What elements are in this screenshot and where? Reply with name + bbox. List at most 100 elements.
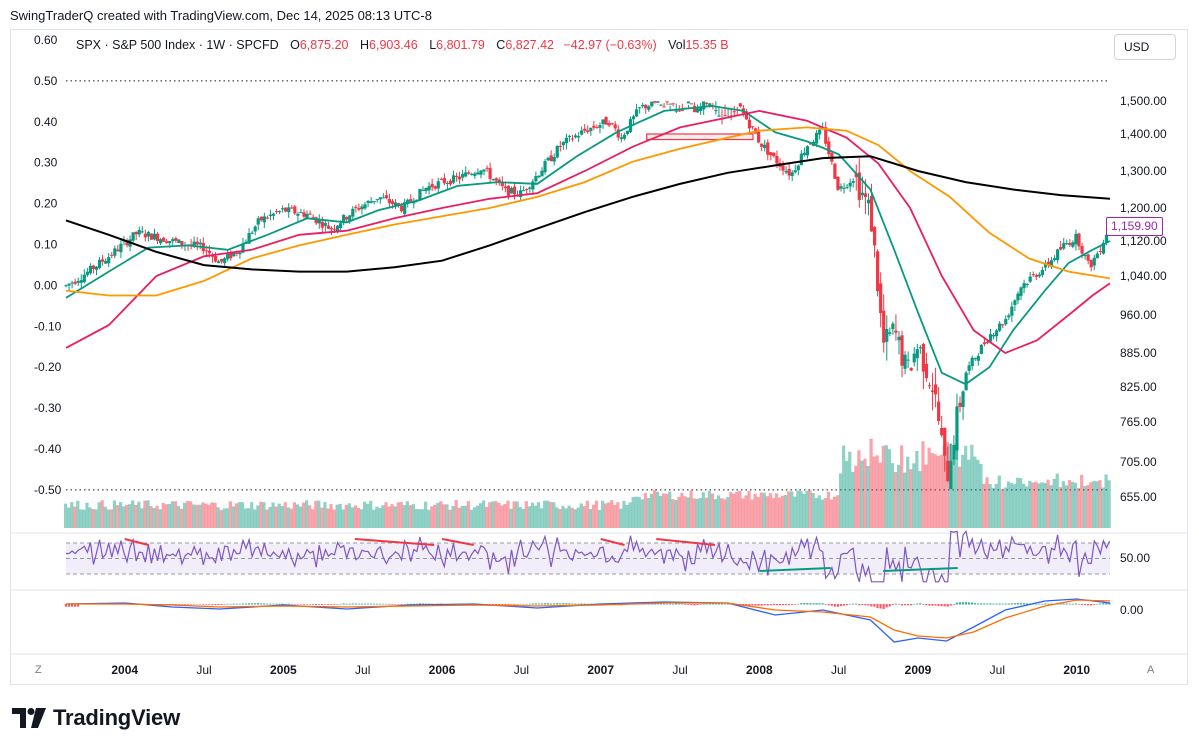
volume-bar	[353, 505, 358, 528]
candle-body	[259, 216, 263, 221]
macd-histogram-bar	[760, 604, 763, 606]
macd-histogram-bar	[1004, 603, 1007, 605]
volume-bar	[835, 495, 840, 528]
candle-body	[119, 243, 123, 253]
candle-body	[433, 186, 437, 189]
candle-body	[162, 237, 166, 242]
macd-histogram-bar	[687, 604, 690, 605]
macd-histogram-bar	[562, 603, 565, 605]
volume-bar	[1064, 485, 1068, 528]
volume-bar	[869, 438, 873, 528]
volume-bar	[997, 475, 1001, 528]
volume-bar	[1073, 482, 1078, 528]
volume-bar	[903, 472, 907, 528]
price-axis-tick: 705.00	[1120, 455, 1157, 469]
candle-body	[674, 110, 678, 112]
candle-body	[323, 223, 327, 226]
legend-symbol[interactable]: SPX · S&P 500 Index · 1W · SPCFD	[76, 38, 279, 52]
macd-histogram-bar	[318, 604, 321, 605]
macd-histogram-bar	[229, 603, 232, 605]
candle-body	[872, 226, 877, 246]
candle-body	[885, 328, 889, 342]
macd-histogram-bar	[302, 604, 305, 605]
volume-bar	[695, 499, 699, 528]
volume-bar	[640, 499, 644, 528]
candle-body	[143, 233, 147, 238]
volume-bar	[363, 501, 367, 528]
price-axis-tick: 655.00	[1120, 490, 1157, 504]
candle-body	[723, 114, 727, 116]
volume-bar	[64, 503, 68, 528]
macd-histogram-bar	[690, 604, 693, 606]
candle-body	[476, 172, 480, 175]
macd-histogram-bar	[519, 603, 522, 605]
macd-histogram-bar	[177, 604, 180, 605]
macd-histogram-bar	[952, 604, 955, 605]
volume-bar	[176, 505, 181, 528]
candle-body	[662, 106, 666, 108]
candle-body	[125, 240, 129, 246]
auto-scale-button[interactable]: A	[1147, 664, 1155, 676]
currency-button[interactable]: USD	[1114, 34, 1176, 60]
macd-histogram-bar	[250, 603, 254, 605]
macd-histogram-bar	[827, 604, 830, 606]
candle-body	[311, 217, 315, 219]
time-axis-label: Jul	[831, 663, 846, 677]
candle-body	[88, 265, 93, 274]
volume-bar	[1080, 474, 1084, 528]
chart-credit: SwingTraderQ created with TradingView.co…	[10, 8, 432, 23]
candle-body	[787, 168, 791, 176]
volume-bar	[1006, 481, 1011, 528]
candle-body	[409, 199, 413, 202]
candle-body	[390, 201, 395, 205]
macd-histogram-bar	[314, 604, 318, 605]
candle-body	[933, 384, 938, 395]
macd-histogram-bar	[247, 603, 251, 605]
macd-histogram-bar	[196, 604, 199, 605]
macd-signal-line	[66, 599, 1111, 639]
candle-body	[601, 119, 605, 124]
macd-histogram-bar	[1041, 603, 1044, 605]
volume-bar	[448, 509, 452, 528]
macd-histogram-bar	[174, 604, 177, 605]
candle-body	[955, 406, 959, 451]
volume-bar	[1025, 486, 1029, 528]
candle-body	[918, 347, 922, 349]
candle-body	[357, 208, 361, 210]
macd-histogram-bar	[205, 604, 208, 605]
macd-histogram-bar	[1065, 603, 1068, 605]
macd-histogram-bar	[916, 603, 919, 605]
macd-histogram-bar	[864, 604, 867, 606]
legend-close: 6,827.42	[505, 38, 554, 52]
macd-histogram-bar	[824, 604, 827, 605]
macd-histogram-bar	[266, 603, 269, 605]
candle-body	[876, 251, 880, 292]
timezone-button[interactable]: Z	[35, 664, 42, 676]
candle-body	[991, 335, 996, 337]
volume-bar	[335, 504, 339, 528]
macd-histogram-bar	[684, 604, 687, 605]
macd-histogram-bar	[244, 603, 248, 605]
macd-histogram-bar	[720, 603, 724, 605]
price-axis-tick: 825.00	[1120, 380, 1157, 394]
macd-histogram-bar	[394, 604, 397, 605]
candle-body	[97, 259, 102, 268]
candle-body	[403, 202, 407, 214]
macd-histogram-bar	[354, 603, 357, 605]
macd-histogram-bar	[406, 603, 409, 605]
candle-body	[659, 104, 663, 106]
candle-body	[912, 353, 916, 363]
volume-bar	[131, 500, 135, 528]
macd-histogram-bar	[1044, 603, 1047, 605]
macd-histogram-bar	[1001, 603, 1004, 605]
volume-bar	[240, 502, 245, 528]
volume-bar	[793, 496, 797, 528]
candle-body	[198, 242, 202, 245]
macd-histogram-bar	[498, 604, 501, 605]
macd-histogram-bar	[1099, 603, 1102, 605]
candle-body	[1059, 247, 1063, 250]
volume-bar	[1009, 482, 1014, 528]
candle-body	[229, 252, 233, 259]
candle-body	[970, 357, 974, 367]
